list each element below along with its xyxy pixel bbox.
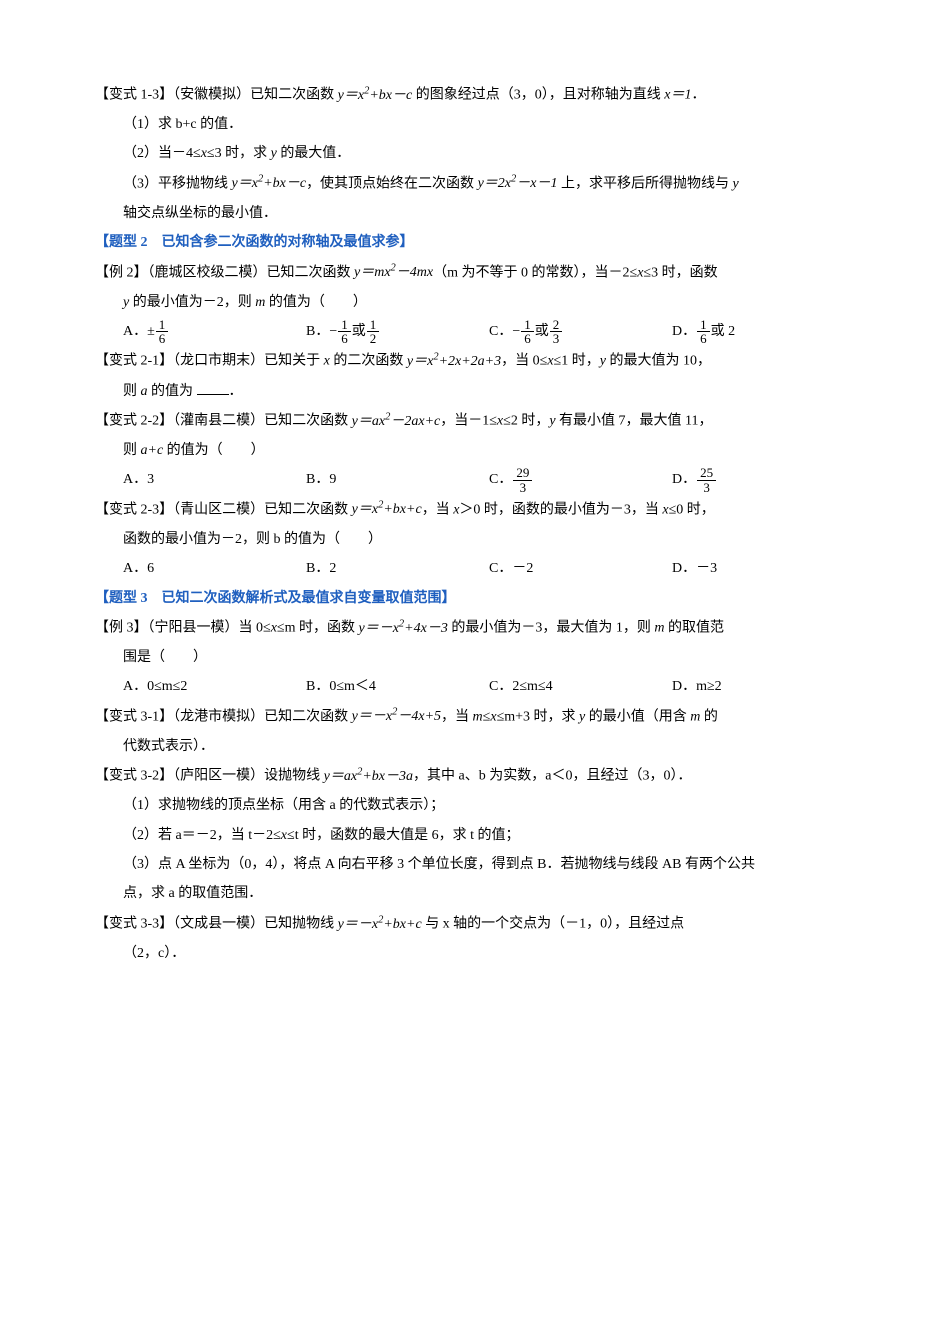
choice-a: A．6 — [123, 554, 306, 583]
choice-c: C．2≤m≤4 — [489, 672, 672, 701]
choice-b: B．0≤m＜4 — [306, 672, 489, 701]
problem-2-1-line2: 则 a 的值为 ． — [95, 377, 855, 406]
choice-a: A．±16 — [123, 317, 306, 346]
problem-3-2: 【变式 3-2】（庐阳区一模）设抛物线 y＝ax2+bx－3a，其中 a、b 为… — [95, 761, 855, 791]
problem-3-2-sub2: （2）若 a＝－2，当 t－2≤x≤t 时，函数的最大值是 6，求 t 的值； — [95, 821, 855, 850]
example-2-choices: A．±16 B．−16或12 C．−16或23 D．16或 2 — [95, 317, 855, 346]
choice-b: B．−16或12 — [306, 317, 489, 346]
example-3-line2: 围是（ ） — [95, 643, 855, 672]
sub-3: （3）平移抛物线 y＝x2+bx－c，使其顶点始终在二次函数 y＝2x2－x－1… — [95, 169, 855, 199]
problem-2-2: 【变式 2-2】（灌南县二模）已知二次函数 y＝ax2－2ax+c，当－1≤x≤… — [95, 406, 855, 436]
problem-1-3: 【变式 1-3】（安徽模拟）已知二次函数 y＝x2+bx－c 的图象经过点（3，… — [95, 80, 855, 110]
problem-3-2-sub1: （1）求抛物线的顶点坐标（用含 a 的代数式表示）； — [95, 791, 855, 820]
problem-2-3: 【变式 2-3】（青山区二模）已知二次函数 y＝x2+bx+c，当 x＞0 时，… — [95, 495, 855, 525]
problem-2-3-line2: 函数的最小值为－2，则 b 的值为（ ） — [95, 525, 855, 554]
choice-c: C．−16或23 — [489, 317, 672, 346]
eq: y＝x2+bx－c — [338, 88, 413, 103]
choice-d: D．16或 2 — [672, 317, 855, 346]
problem-3-3: 【变式 3-3】（文成县一模）已知抛物线 y＝－x2+bx+c 与 x 轴的一个… — [95, 909, 855, 939]
problem-2-1: 【变式 2-1】（龙口市期末）已知关于 x 的二次函数 y＝x2+2x+2a+3… — [95, 346, 855, 376]
problem-3-2-sub3b: 点，求 a 的取值范围． — [95, 879, 855, 908]
sub-3-cont: 轴交点纵坐标的最小值． — [95, 199, 855, 228]
sub-2: （2）当－4≤x≤3 时，求 y 的最大值． — [95, 139, 855, 168]
choice-d: D．253 — [672, 465, 855, 494]
choice-a: A．0≤m≤2 — [123, 672, 306, 701]
topic-2-heading: 【题型 2 已知含参二次函数的对称轴及最值求参】 — [95, 228, 855, 257]
choice-d: D．－3 — [672, 554, 855, 583]
problem-2-3-choices: A．6 B．2 C．－2 D．－3 — [95, 554, 855, 583]
problem-3-3-line2: （2，c）． — [95, 939, 855, 968]
choice-d: D．m≥2 — [672, 672, 855, 701]
choice-b: B．9 — [306, 465, 489, 494]
text: 【变式 1-3】（安徽模拟）已知二次函数 — [95, 88, 338, 103]
fill-blank[interactable] — [197, 381, 229, 395]
choice-c: C．－2 — [489, 554, 672, 583]
problem-3-2-sub3: （3）点 A 坐标为（0，4），将点 A 向右平移 3 个单位长度，得到点 B．… — [95, 850, 855, 879]
choice-c: C．293 — [489, 465, 672, 494]
example-3-choices: A．0≤m≤2 B．0≤m＜4 C．2≤m≤4 D．m≥2 — [95, 672, 855, 701]
problem-2-2-choices: A．3 B．9 C．293 D．253 — [95, 465, 855, 494]
text: 的图象经过点（3，0），且对称轴为直线 — [412, 88, 664, 103]
problem-3-1: 【变式 3-1】（龙港市模拟）已知二次函数 y＝－x2－4x+5，当 m≤x≤m… — [95, 702, 855, 732]
topic-3-heading: 【题型 3 已知二次函数解析式及最值求自变量取值范围】 — [95, 584, 855, 613]
choice-b: B．2 — [306, 554, 489, 583]
sub-1: （1）求 b+c 的值． — [95, 110, 855, 139]
example-2-line2: y 的最小值为－2，则 m 的值为（ ） — [95, 288, 855, 317]
problem-3-1-line2: 代数式表示）． — [95, 732, 855, 761]
problem-2-2-line2: 则 a+c 的值为（ ） — [95, 436, 855, 465]
example-3: 【例 3】（宁阳县一模）当 0≤x≤m 时，函数 y＝－x2+4x－3 的最小值… — [95, 613, 855, 643]
choice-a: A．3 — [123, 465, 306, 494]
example-2: 【例 2】（鹿城区校级二模）已知二次函数 y＝mx2－4mx（m 为不等于 0 … — [95, 258, 855, 288]
eq: x＝1 — [664, 88, 691, 103]
